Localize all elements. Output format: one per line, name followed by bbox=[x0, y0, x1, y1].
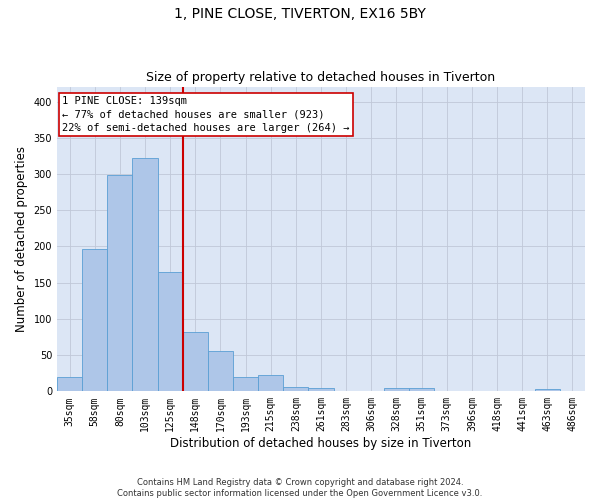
Bar bbox=[208, 352, 233, 392]
X-axis label: Distribution of detached houses by size in Tiverton: Distribution of detached houses by size … bbox=[170, 437, 472, 450]
Bar bbox=[107, 174, 133, 392]
Text: 1 PINE CLOSE: 139sqm
← 77% of detached houses are smaller (923)
22% of semi-deta: 1 PINE CLOSE: 139sqm ← 77% of detached h… bbox=[62, 96, 350, 132]
Bar bbox=[233, 377, 258, 392]
Bar bbox=[409, 388, 434, 392]
Bar bbox=[384, 388, 409, 392]
Bar bbox=[308, 388, 334, 392]
Bar bbox=[57, 377, 82, 392]
Bar bbox=[535, 389, 560, 392]
Bar bbox=[258, 376, 283, 392]
Bar bbox=[283, 387, 308, 392]
Bar bbox=[82, 248, 107, 392]
Bar bbox=[133, 158, 158, 392]
Bar bbox=[183, 332, 208, 392]
Bar bbox=[158, 272, 183, 392]
Title: Size of property relative to detached houses in Tiverton: Size of property relative to detached ho… bbox=[146, 72, 496, 85]
Text: Contains HM Land Registry data © Crown copyright and database right 2024.
Contai: Contains HM Land Registry data © Crown c… bbox=[118, 478, 482, 498]
Y-axis label: Number of detached properties: Number of detached properties bbox=[15, 146, 28, 332]
Text: 1, PINE CLOSE, TIVERTON, EX16 5BY: 1, PINE CLOSE, TIVERTON, EX16 5BY bbox=[174, 8, 426, 22]
